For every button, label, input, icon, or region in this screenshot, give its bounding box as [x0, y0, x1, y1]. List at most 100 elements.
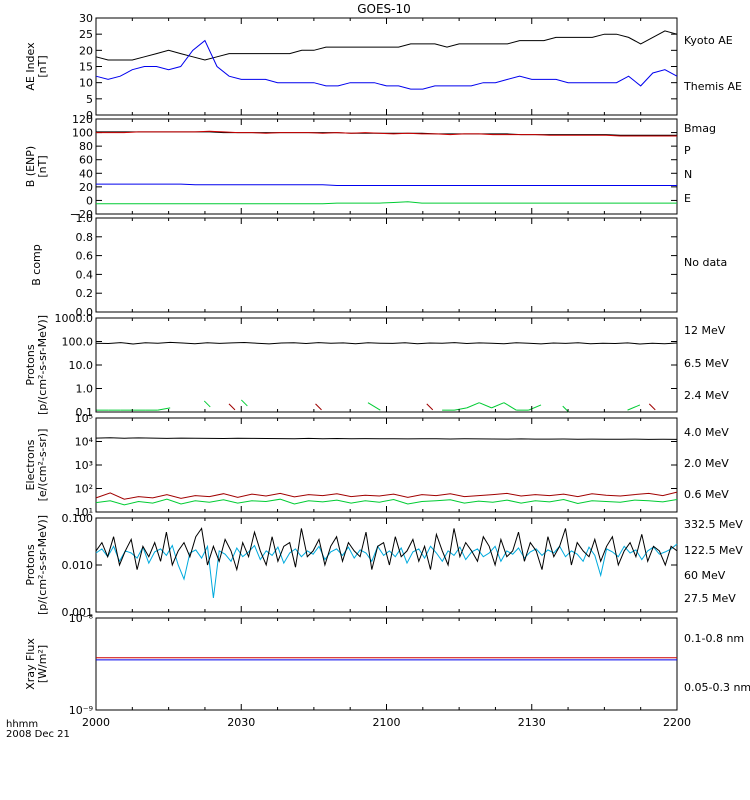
legend-entry: 2.0 MeV [684, 457, 729, 470]
series-line [95, 39, 678, 90]
series-segment [466, 402, 480, 409]
panel-4: 0.1 1.0 10.0 100.0 1000.0 Protons [p/(cm²-s-sr… [24, 312, 729, 419]
footer-hhmm: hhmm [6, 719, 38, 730]
legend-entry: P [684, 144, 691, 157]
y-axis-label: B comp [30, 244, 43, 286]
y-axis-label: [nT] [36, 155, 49, 177]
y-tick-label: 10⁻⁹ [69, 704, 93, 717]
y-tick-label: 40 [79, 167, 93, 180]
y-tick-label: 0 [86, 109, 93, 122]
y-tick-label: 100.0 [62, 336, 94, 349]
legend-entry: 332.5 MeV [684, 518, 743, 531]
y-axis-label: [p/(cm²-s-sr-MeV)] [36, 515, 49, 615]
series-segment [454, 407, 467, 411]
legend-entry: 6.5 MeV [684, 357, 729, 370]
panel-frame [95, 217, 678, 313]
legend-entry: 12 MeV [684, 324, 726, 337]
y-axis-label: Xray Flux [24, 638, 37, 690]
y-tick-label: 15 [79, 61, 93, 74]
series-line [96, 130, 677, 137]
series-point [203, 400, 211, 408]
panel-frame [95, 617, 678, 711]
legend-entry: Kyoto AE [684, 34, 733, 47]
y-tick-label: 0.4 [76, 268, 94, 281]
series-segment [479, 402, 492, 409]
legend-entry: 60 MeV [684, 569, 726, 582]
x-tick-label: 2000 [82, 716, 110, 729]
y-tick-label: 0.001 [62, 606, 94, 619]
series-line [96, 183, 677, 186]
y-tick-label: 20 [79, 181, 93, 194]
panel-frame [95, 17, 678, 116]
y-tick-label: 1.0 [76, 212, 94, 225]
series-line [95, 527, 678, 572]
y-tick-label: 60 [79, 154, 93, 167]
series-segment [491, 402, 505, 409]
y-tick-label: 1.0 [76, 383, 94, 396]
y-tick-label: 80 [79, 140, 93, 153]
panel-5: 10¹ 10² 10³ 10⁴ 10⁵ Electrons [e/(cm²-s-sr)] 4.… [24, 412, 729, 519]
x-tick-label: 2200 [663, 716, 691, 729]
y-tick-label: 120 [72, 113, 93, 126]
y-tick-label: 10³ [75, 459, 93, 472]
y-axis-label: B (ENP) [24, 146, 37, 187]
legend-entry: 27.5 MeV [684, 592, 736, 605]
series-point [648, 403, 656, 411]
y-tick-label: 10² [75, 483, 93, 496]
x-tick-label: 2130 [518, 716, 546, 729]
series-point [426, 403, 434, 411]
panel-3: 0.0 0.2 0.4 0.6 0.8 1.0 B comp No data [30, 212, 727, 319]
series-segment [528, 404, 542, 411]
panel-frame [95, 517, 678, 613]
y-tick-label: 10¹ [75, 506, 93, 519]
plot-title: GOES-10 [357, 2, 411, 16]
panel-1: 0 5 10 15 20 25 30 AE Index [nT] Kyoto AE Themis A… [24, 12, 742, 122]
y-tick-label: 10 [79, 77, 93, 90]
legend-entry: 0.6 MeV [684, 488, 729, 501]
panel-6: 0.001 0.010 0.100 Protons [p/(cm²-s-sr-MeV)]… [24, 512, 743, 619]
y-tick-label: 1000.0 [55, 312, 94, 325]
legend-entry: Bmag [684, 122, 716, 135]
legend-entry: E [684, 192, 691, 205]
y-tick-label: 0.1 [76, 406, 94, 419]
y-tick-label: 10.0 [69, 359, 94, 372]
y-tick-label: 20 [79, 44, 93, 57]
series-line [95, 30, 678, 61]
legend-entry: 4.0 MeV [684, 426, 729, 439]
y-axis-label: [e/(cm²-s-sr)] [36, 429, 49, 502]
series-point [315, 403, 322, 411]
series-segment [627, 404, 641, 411]
y-axis-label: AE Index [24, 42, 37, 91]
series-line [95, 498, 678, 506]
series-line [95, 491, 678, 500]
y-tick-label: 0.6 [76, 250, 94, 263]
series-segment [503, 402, 517, 411]
x-tick-label: 2030 [227, 716, 255, 729]
y-axis-label: Protons [24, 544, 37, 585]
y-tick-label: −20 [70, 208, 93, 221]
y-tick-label: 0.2 [76, 287, 94, 300]
y-tick-label: 10⁵ [75, 412, 93, 425]
series-segment [157, 407, 171, 411]
y-tick-label: 0.0 [76, 306, 94, 319]
y-tick-label: 0.100 [62, 512, 94, 525]
y-axis-label: Electrons [24, 439, 37, 490]
legend-entry: 0.05-0.3 nm [684, 681, 750, 694]
series-line [95, 437, 678, 440]
y-tick-label: 25 [79, 28, 93, 41]
series-line [95, 341, 678, 345]
legend-entry: 2.4 MeV [684, 389, 729, 402]
legend-entry: No data [684, 256, 727, 269]
y-tick-label: 5 [86, 93, 93, 106]
x-tick-label: 2100 [373, 716, 401, 729]
legend-entry: 0.1-0.8 nm [684, 632, 744, 645]
legend-entry: N [684, 168, 692, 181]
series-line [96, 201, 677, 205]
y-tick-label: 30 [79, 12, 93, 25]
y-tick-label: 10⁴ [75, 436, 94, 449]
panel-7: 10⁻⁹ 10⁻⁸ Xray Flux [W/m²] 0.1-0.8 nm 0.05-0.… [24, 612, 750, 717]
legend-entry: 122.5 MeV [684, 544, 743, 557]
y-axis-label: [W/m²] [36, 645, 49, 683]
y-axis-label: [nT] [36, 55, 49, 77]
